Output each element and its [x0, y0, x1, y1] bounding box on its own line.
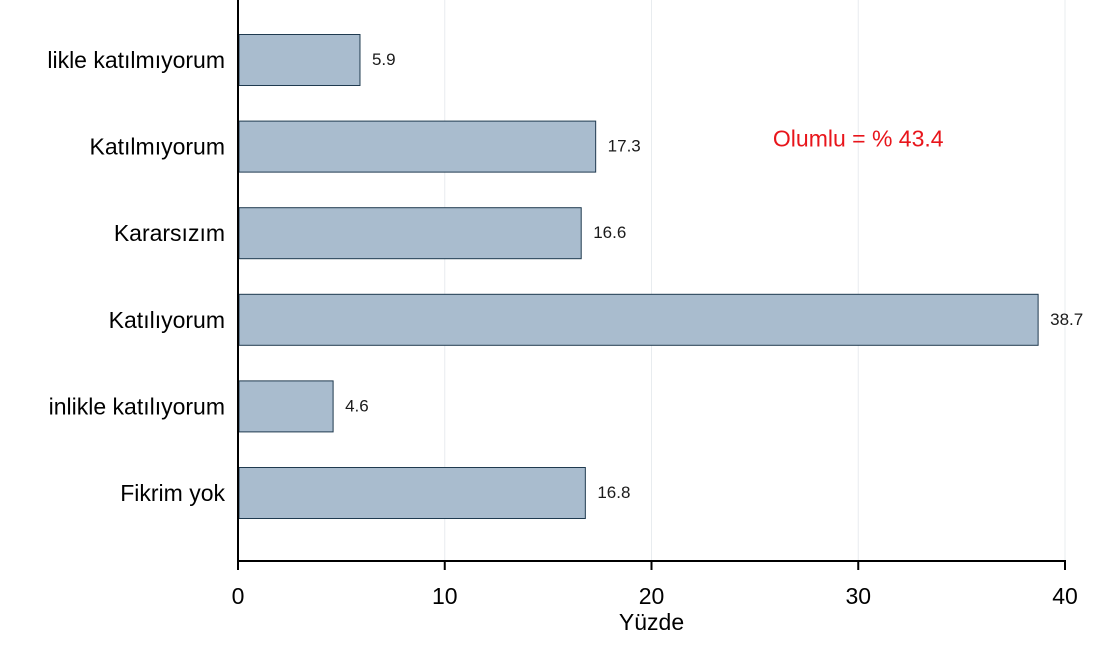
category-label-5: inlikle katılıyorum: [49, 393, 225, 419]
x-axis-title: Yüzde: [619, 609, 684, 635]
x-ticks: 0 10 20 30 40: [232, 561, 1078, 609]
x-tick-label-0: 0: [232, 583, 245, 609]
x-tick-label-20: 20: [639, 583, 665, 609]
bar-6: [238, 467, 586, 519]
annotation-olumlu: Olumlu = % 43.4: [773, 126, 944, 152]
category-label-4: Katılıyorum: [109, 307, 225, 333]
value-label-5: 4.6: [345, 396, 369, 415]
value-label-6: 16.8: [597, 483, 630, 502]
category-label-2: Katılmıyorum: [90, 134, 225, 160]
bar-1: [238, 34, 361, 86]
category-label-6: Fikrim yok: [120, 480, 225, 506]
category-label-1: likle katılmıyorum: [47, 47, 225, 73]
bar-2: [238, 120, 597, 173]
category-labels: likle katılmıyorum Katılmıyorum Kararsızım…: [47, 47, 225, 506]
x-tick-label-30: 30: [845, 583, 871, 609]
value-label-2: 17.3: [608, 137, 641, 156]
value-labels: 5.9 17.3 16.6 38.7 4.6 16.8: [345, 50, 1083, 502]
bars: [238, 34, 1039, 519]
x-tick-label-10: 10: [432, 583, 458, 609]
bar-5: [238, 380, 334, 433]
category-label-3: Kararsızım: [114, 220, 225, 246]
value-label-1: 5.9: [372, 50, 396, 69]
value-label-4: 38.7: [1050, 310, 1083, 329]
value-label-3: 16.6: [593, 223, 626, 242]
bar-4: [238, 293, 1039, 346]
bar-3: [238, 207, 582, 260]
x-tick-label-40: 40: [1052, 583, 1078, 609]
